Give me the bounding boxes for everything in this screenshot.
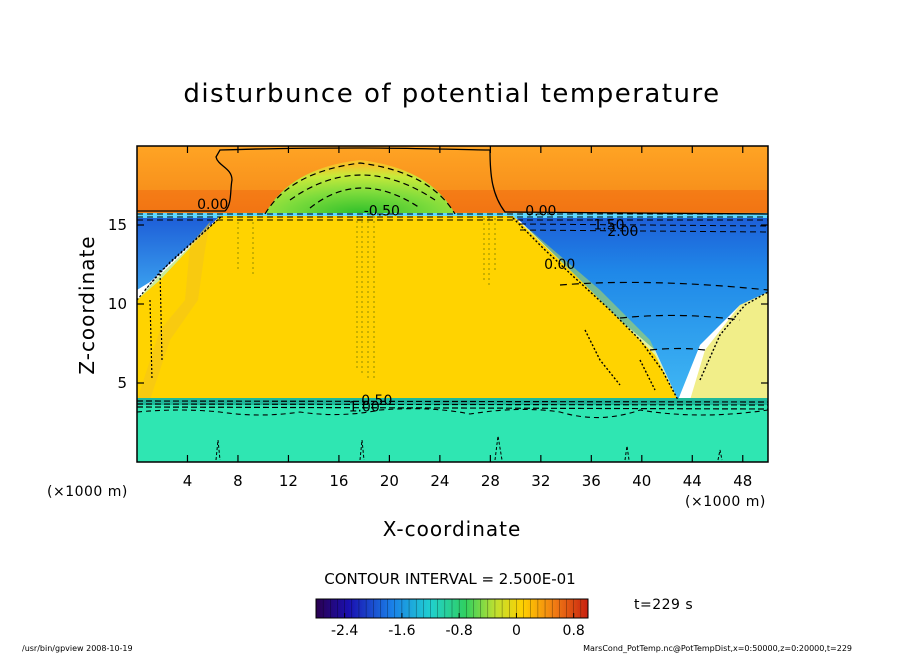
upper-warm-band [137,190,768,212]
contour-label: 2.00 [607,224,638,240]
chart-title: disturbunce of potential temperature [183,79,720,109]
x-tick-label: 36 [582,472,601,490]
contour-label: 0.00 [197,197,228,213]
colorbar-ticks: -2.4 -1.6 -0.8 0 0.8 [331,613,585,639]
colorbar-tick-label: 0 [512,623,521,639]
colorbar-tick-label: -0.8 [445,623,472,639]
footer-left: /usr/bin/gpview 2008-10-19 [22,644,133,653]
colorbar-tick-label: 0.8 [563,623,585,639]
x-tick-label: 28 [481,472,500,490]
y-tick-label: 5 [117,374,127,392]
left-blue-region [137,218,218,290]
x-tick-label: 12 [279,472,298,490]
x-tick-label: 4 [183,472,193,490]
contour-zero-top [137,147,768,215]
y-tick-label: 10 [108,295,127,313]
x-tick-label: 40 [632,472,651,490]
y-axis-label: Z-coordinate [75,235,99,374]
y-tick-label: 15 [108,216,127,234]
contour-labels: 0.00 -0.50 0.00 1.502.00 0.00 0.501.00 [197,197,638,415]
contour-interval: CONTOUR INTERVAL = 2.500E-01 [324,570,575,588]
x-tick-label: 32 [531,472,550,490]
x-tick-label: 48 [733,472,752,490]
colorbar-tick-label: -2.4 [331,623,358,639]
contour-label: 1.00 [349,399,380,415]
colorbar-tick-label: -1.6 [388,623,415,639]
x-unit-right: (×1000 m) [685,494,766,510]
x-tick-label: 44 [683,472,702,490]
contour-right-interior [559,281,768,351]
plume-shoulder-left [137,222,210,400]
contour-lower-wiggle [137,408,768,419]
colorbar: -2.4 -1.6 -0.8 0 0.8 [315,598,589,639]
contour-lower-band [137,400,768,410]
colorbar-stripes [322,599,582,618]
plot-area [137,146,768,462]
time-label: t=229 s [634,597,693,613]
right-far-mottle [690,292,768,400]
x-axis-label: X-coordinate [383,517,522,541]
y-axis: 5 10 15 [108,216,768,392]
x-tick-label: 24 [430,472,449,490]
contour-label: -0.50 [364,204,400,220]
x-tick-label: 20 [380,472,399,490]
contour-dome-inner [264,162,456,215]
plume-core [137,216,678,400]
contour-label: 0.50 [361,393,392,409]
right-blue-region [517,218,768,400]
x-tick-label: 16 [329,472,348,490]
x-tick-label: 8 [233,472,243,490]
contour-label: 0.00 [525,204,556,220]
x-axis: 4 8 12 16 20 24 28 32 36 40 44 48 [183,146,752,490]
right-edge-contours [512,217,768,401]
lower-cold-layer [137,400,768,462]
contour-label: 0.00 [544,257,575,273]
contour-lower-spikes [215,435,723,461]
left-edge-contours [137,215,223,381]
footer-right: MarsCond_PotTemp.nc@PotTempDist,x=0:5000… [583,644,852,653]
contour-cold-layer [137,213,768,233]
contour-label: 1.50 [593,218,624,234]
x-unit-left: (×1000 m) [47,484,128,500]
column-streaks [237,216,496,380]
